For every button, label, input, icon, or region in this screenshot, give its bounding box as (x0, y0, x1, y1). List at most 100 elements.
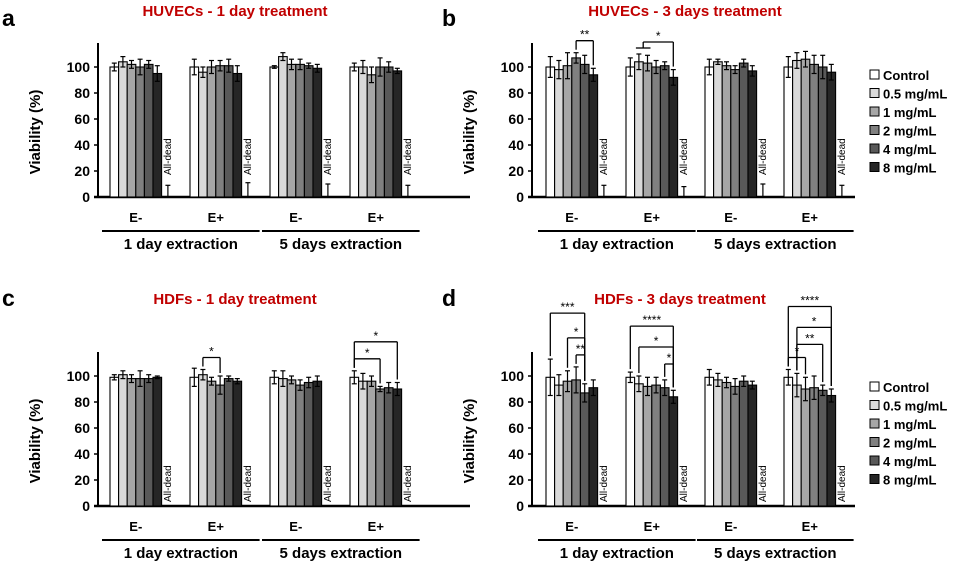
y-tick-label: 80 (74, 394, 90, 410)
y-tick-label: 60 (508, 111, 524, 127)
significance-label: *** (560, 300, 574, 314)
y-tick-label: 40 (508, 446, 524, 462)
bar (659, 387, 670, 507)
legend-swatch (869, 437, 880, 447)
bar (817, 389, 828, 507)
bar (668, 396, 679, 507)
bar (126, 63, 137, 198)
bar (747, 384, 758, 507)
y-tick-label: 60 (508, 420, 524, 436)
all-dead-label: All-dead (758, 465, 769, 502)
bar (792, 59, 802, 198)
extraction-label: 1 day extraction (124, 236, 238, 253)
bar (826, 71, 837, 198)
bar (625, 376, 636, 507)
all-dead-label: All-dead (403, 138, 414, 175)
bar (713, 379, 723, 507)
extraction-label: 1 day extraction (124, 545, 238, 561)
bar (817, 66, 828, 198)
category-label: E+ (802, 210, 819, 225)
category-label: E- (724, 210, 737, 225)
legend-swatch (869, 381, 880, 392)
significance-label: ** (805, 331, 815, 345)
bar (223, 65, 234, 198)
all-dead-label: All-dead (323, 138, 334, 175)
bar (198, 374, 208, 507)
all-dead-label: All-dead (679, 465, 690, 502)
bar (579, 392, 590, 507)
y-axis-title: Viability (%) (27, 90, 44, 175)
all-dead-label: All-dead (243, 138, 254, 175)
bar (118, 61, 128, 198)
bar (189, 66, 200, 198)
bar (109, 376, 120, 507)
bar (588, 74, 599, 198)
legend-swatch (869, 162, 880, 172)
all-dead-label: All-dead (163, 138, 174, 175)
all-dead-label: All-dead (163, 465, 174, 502)
bar (269, 376, 280, 507)
y-tick-label: 40 (74, 137, 90, 153)
panel-letter-a: a (2, 5, 15, 31)
extraction-label: 5 days extraction (280, 545, 403, 561)
bar (383, 387, 394, 507)
legend-swatch (869, 418, 880, 429)
bar (730, 69, 740, 198)
all-dead-label: All-dead (837, 138, 848, 175)
y-tick-label: 20 (508, 163, 524, 179)
panel-c: c HDFs - 1 day treatment 0 20 40 60 80 100 Via… (2, 285, 470, 561)
all-dead-label: All-dead (323, 465, 334, 502)
panel-letter-d: d (442, 285, 456, 311)
y-tick-label: 60 (74, 111, 90, 127)
y-tick-label: 80 (508, 394, 524, 410)
bar (206, 380, 217, 507)
bar (721, 65, 732, 198)
legend-swatch (869, 88, 880, 98)
bar (634, 61, 644, 198)
bar (366, 74, 377, 198)
panel-letter-b: b (442, 5, 456, 31)
bar (269, 66, 280, 198)
bar (189, 376, 200, 507)
y-tick-label: 80 (508, 85, 524, 101)
bar (392, 388, 403, 507)
bar (809, 63, 819, 198)
y-tick-label: 20 (74, 163, 90, 179)
bar (392, 70, 403, 198)
legend-label: Control (883, 380, 929, 395)
category-label: E- (724, 519, 737, 534)
category-label: E+ (644, 210, 661, 225)
bar (232, 380, 243, 507)
y-axis-title: Viability (%) (461, 399, 478, 484)
all-dead-label: All-dead (599, 465, 610, 502)
legend-swatch (869, 69, 880, 80)
bar (554, 69, 564, 198)
bar (303, 381, 314, 507)
bar (118, 374, 128, 507)
extraction-label: 5 days extraction (280, 236, 403, 253)
y-tick-label: 80 (74, 85, 90, 101)
bar (143, 63, 154, 198)
bar (800, 388, 811, 507)
significance-label: * (654, 334, 659, 348)
legend-swatch (869, 455, 880, 466)
y-tick-label: 0 (516, 189, 524, 205)
bar (651, 66, 661, 198)
bar (730, 385, 740, 507)
panel-title: HDFs - 3 days treatment (594, 291, 766, 308)
significance-label: **** (642, 313, 661, 327)
extraction-label: 5 days extraction (714, 236, 837, 253)
category-label: E+ (644, 519, 661, 534)
legend-label: 2 mg/mL (883, 436, 937, 451)
legend-label: Control (883, 68, 929, 83)
category-label: E- (289, 519, 302, 534)
category-label: E- (129, 210, 142, 225)
bar (349, 376, 360, 507)
bar (303, 65, 314, 198)
bar (713, 61, 723, 198)
category-label: E- (565, 519, 578, 534)
bar (358, 380, 368, 507)
bar (704, 66, 715, 198)
bar (562, 380, 573, 507)
